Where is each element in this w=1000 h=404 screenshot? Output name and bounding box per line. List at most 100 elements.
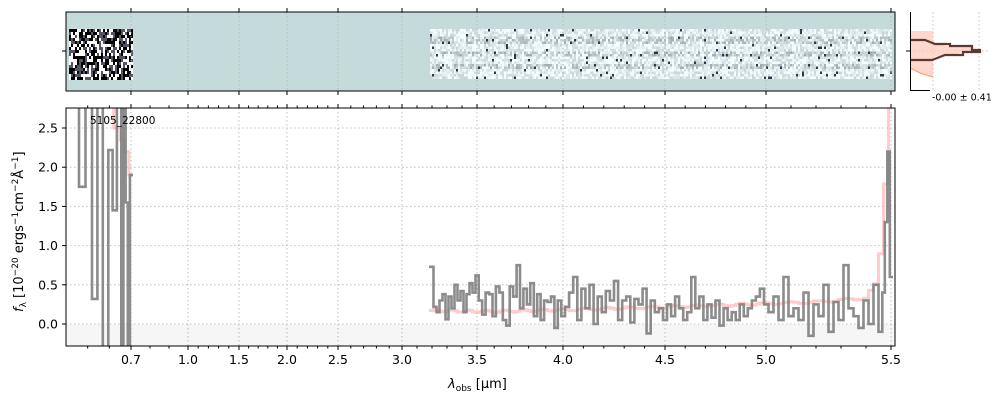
spectrum-2d-pixel: [792, 31, 794, 34]
spectrum-2d-pixel: [708, 46, 710, 49]
spectrum-2d-pixel: [612, 49, 614, 52]
spectrum-2d-pixel: [544, 66, 546, 69]
spectrum-2d-pixel: [820, 31, 822, 34]
spectrum-2d-pixel: [69, 35, 71, 38]
spectrum-2d-pixel: [658, 76, 660, 79]
spectrum-2d-pixel: [476, 36, 478, 39]
spectrum-2d-pixel: [642, 31, 644, 34]
spectrum-2d-pixel: [476, 76, 478, 79]
spectrum-2d-pixel: [636, 74, 638, 77]
spectrum-2d-pixel: [578, 56, 580, 59]
spectrum-2d-pixel: [466, 39, 468, 42]
spectrum-2d-pixel: [616, 66, 618, 69]
spectrum-2d-pixel: [750, 69, 752, 72]
spectrum-2d-pixel: [834, 49, 836, 52]
spectrum-2d-pixel: [792, 34, 794, 37]
spectrum-2d-pixel: [720, 39, 722, 42]
spectrum-2d-pixel: [470, 76, 472, 79]
spectrum-2d-pixel: [592, 71, 594, 74]
spectrum-2d-pixel: [722, 69, 724, 72]
spectrum-2d-pixel: [808, 31, 810, 34]
spectrum-2d-pixel: [782, 61, 784, 64]
spectrum-2d-pixel: [812, 59, 814, 62]
spectrum-2d-pixel: [586, 29, 588, 32]
spectrum-2d-pixel: [502, 41, 504, 44]
spectrum-2d-pixel: [688, 74, 690, 77]
spectrum-2d-pixel: [125, 74, 127, 77]
spectrum-2d-pixel: [840, 31, 842, 34]
spectrum-2d-pixel: [824, 71, 826, 74]
spectrum-2d-pixel: [668, 34, 670, 37]
spectrum-2d-pixel: [750, 46, 752, 49]
spectrum-2d-pixel: [660, 76, 662, 79]
spectrum-2d-pixel: [846, 51, 848, 54]
spectrum-2d-pixel: [804, 64, 806, 67]
spectrum-2d-pixel: [520, 39, 522, 42]
spectrum-2d-pixel: [808, 41, 810, 44]
spectrum-2d-pixel: [588, 49, 590, 52]
spectrum-2d-pixel: [798, 56, 800, 59]
spectrum-2d-pixel: [770, 44, 772, 47]
spectrum-2d-pixel: [560, 56, 562, 59]
spectrum-2d-pixel: [832, 69, 834, 72]
spectrum-2d-pixel: [710, 29, 712, 32]
spectrum-2d-pixel: [87, 29, 89, 32]
spectrum-2d-pixel: [580, 51, 582, 54]
spectrum-2d-pixel: [536, 59, 538, 62]
spectrum-2d-pixel: [718, 64, 720, 67]
spectrum-2d-pixel: [520, 49, 522, 52]
spectrum-2d-pixel: [440, 46, 442, 49]
spectrum-2d-pixel: [856, 34, 858, 37]
spectrum-2d-pixel: [832, 34, 834, 37]
spectrum-2d-pixel: [476, 29, 478, 32]
spectrum-2d-pixel: [874, 36, 876, 39]
spectrum-2d-pixel: [670, 44, 672, 47]
spectrum-2d-pixel: [722, 76, 724, 79]
spectrum-2d-pixel: [614, 46, 616, 49]
spectrum-2d-pixel: [618, 76, 620, 79]
spectrum-2d-pixel: [846, 74, 848, 77]
spectrum-2d-pixel: [800, 36, 802, 39]
spectrum-2d-pixel: [722, 61, 724, 64]
spectrum-2d-pixel: [646, 44, 648, 47]
spectrum-2d-pixel: [778, 61, 780, 64]
spectrum-2d-pixel: [510, 51, 512, 54]
spectrum-2d-pixel: [756, 39, 758, 42]
spectrum-2d-pixel: [724, 44, 726, 47]
spectrum-2d-pixel: [500, 49, 502, 52]
spectrum-2d-pixel: [95, 62, 97, 65]
spectrum-2d-pixel: [666, 31, 668, 34]
spectrum-2d-pixel: [720, 34, 722, 37]
spectrum-2d-pixel: [474, 74, 476, 77]
spectrum-2d-pixel: [452, 41, 454, 44]
spectrum-2d-pixel: [632, 46, 634, 49]
spectrum-2d-pixel: [776, 69, 778, 72]
spectrum-2d-pixel: [620, 49, 622, 52]
spectrum-2d-pixel: [716, 34, 718, 37]
spectrum-2d-pixel: [512, 59, 514, 62]
spectrum-2d-pixel: [694, 46, 696, 49]
spectrum-2d-pixel: [752, 76, 754, 79]
spectrum-2d-pixel: [808, 44, 810, 47]
spectrum-2d-pixel: [504, 34, 506, 37]
spectrum-2d-pixel: [648, 36, 650, 39]
spectrum-2d-pixel: [534, 49, 536, 52]
spectrum-2d-pixel: [606, 46, 608, 49]
spectrum-2d-pixel: [782, 74, 784, 77]
spectrum-2d-pixel: [97, 41, 99, 44]
spectrum-2d-pixel: [534, 44, 536, 47]
spectrum-2d-pixel: [834, 51, 836, 54]
spectrum-2d-pixel: [530, 61, 532, 64]
spectrum-2d-pixel: [838, 74, 840, 77]
spectrum-2d-pixel: [684, 39, 686, 42]
spectrum-2d-pixel: [462, 34, 464, 37]
spectrum-2d-pixel: [774, 59, 776, 62]
spectrum-2d-pixel: [870, 76, 872, 79]
spectrum-2d-pixel: [129, 29, 131, 32]
spectrum-2d-pixel: [710, 66, 712, 69]
spectrum-2d-pixel: [516, 41, 518, 44]
spectrum-2d-pixel: [826, 39, 828, 42]
spectrum-2d-pixel: [512, 34, 514, 37]
spectrum-2d-pixel: [830, 64, 832, 67]
spectrum-2d-pixel: [460, 44, 462, 47]
